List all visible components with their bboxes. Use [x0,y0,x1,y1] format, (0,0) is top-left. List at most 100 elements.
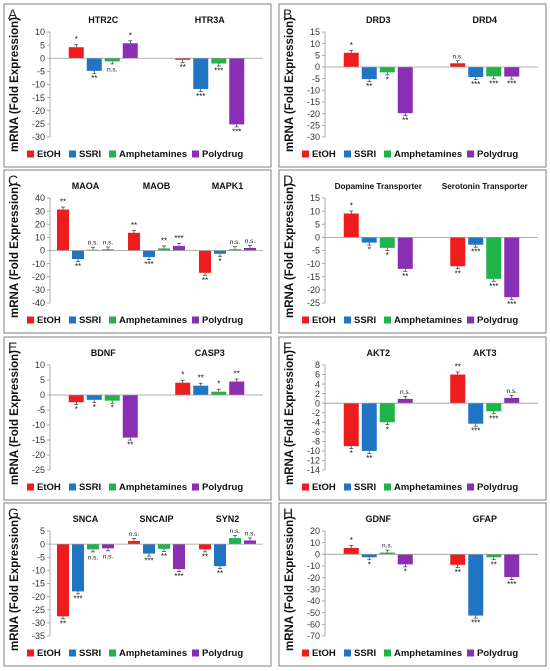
y-tick-label: -5 [37,552,45,562]
gene-label: SYN2 [216,514,240,524]
gene-label: MAPK1 [212,181,244,191]
legend-swatch [344,649,351,657]
bar [397,398,413,404]
significance-label: *** [507,580,516,589]
bar [229,381,245,395]
bar [104,58,120,62]
bar [102,249,114,251]
y-tick-label: -14 [307,465,320,475]
y-tick-label: -30 [307,132,320,142]
bar [361,403,377,451]
legend-swatch [467,649,474,657]
significance-label: n.s. [88,240,99,247]
significance-label: n.s. [382,543,393,550]
y-tick-label: -15 [307,272,320,282]
y-tick-label: -35 [32,631,45,641]
gene-label: HTR3A [195,15,226,25]
gene-label: DRD3 [366,15,391,25]
y-axis-label: mRNA (Fold Expression) [9,350,21,485]
legend-label: Polydrug [477,149,518,160]
legend-swatch [27,649,34,657]
legend-swatch [69,150,76,158]
gene-label: SNCA [73,514,99,524]
y-tick-label: 20 [310,526,320,536]
y-tick-label: 0 [315,398,320,408]
legend-swatch [192,150,199,158]
panel-letter: E [8,339,17,355]
y-tick-label: -2 [312,408,320,418]
significance-label: *** [196,92,205,101]
y-axis-label: mRNA (Fold Expression) [9,516,21,651]
y-tick-label: -12 [307,456,320,466]
legend-label: SSRI [354,149,376,160]
gene-label: MAOB [143,181,171,191]
significance-label: ** [366,82,372,91]
significance-label: * [368,560,371,569]
legend-label: Amphetamines [119,648,187,659]
significance-label: ** [202,552,208,561]
bar [199,544,211,550]
bar [397,237,413,269]
y-tick-label: 10 [35,27,45,37]
bar [72,544,84,592]
bar [450,374,466,404]
y-tick-label: 8 [315,360,320,370]
significance-label: ** [455,363,461,372]
bar [122,43,138,59]
legend-swatch [384,150,391,158]
legend-swatch [384,316,391,324]
legend-swatch [302,150,309,158]
legend-swatch [302,316,309,324]
bar [504,67,520,77]
significance-label: * [386,425,389,434]
gene-label: HTR2C [88,15,119,25]
legend-swatch [109,150,116,158]
legend-label: Polydrug [202,315,243,326]
significance-label: *** [489,414,498,423]
y-tick-label: 10 [310,39,320,49]
y-tick-label: -20 [307,109,320,119]
bar [397,554,413,565]
y-tick-label: -15 [32,93,45,103]
bar [486,554,502,558]
bar [214,250,226,254]
legend-swatch [302,483,309,491]
bar [104,395,120,401]
significance-label: *** [471,248,480,257]
significance-label: *** [471,427,480,436]
y-tick-label: 0 [315,233,320,243]
legend-swatch [467,483,474,491]
y-tick-label: -25 [32,119,45,129]
bar [361,67,377,80]
legend-label: EtOH [312,149,336,160]
y-tick-label: -20 [32,450,45,460]
y-tick-label: 10 [310,538,320,548]
legend-swatch [384,483,391,491]
bar [450,554,466,565]
significance-label: * [404,567,407,576]
y-tick-label: 0 [40,53,45,63]
bar [468,67,484,78]
bar [504,397,520,404]
bar [361,237,377,243]
legend-label: Polydrug [202,149,243,160]
legend-label: SSRI [79,648,101,659]
y-tick-label: 5 [40,526,45,536]
y-tick-label: 40 [35,193,45,203]
significance-label: * [111,404,114,413]
bar [343,213,359,238]
significance-label: ** [161,552,167,561]
bar [504,554,520,578]
y-tick-label: 5 [40,375,45,385]
y-tick-label: -15 [307,97,320,107]
panel-border [3,3,272,168]
y-tick-label: 5 [315,51,320,61]
y-tick-label: 0 [315,550,320,560]
legend-label: SSRI [354,648,376,659]
legend-label: SSRI [79,149,101,160]
y-tick-label: -5 [312,74,320,84]
